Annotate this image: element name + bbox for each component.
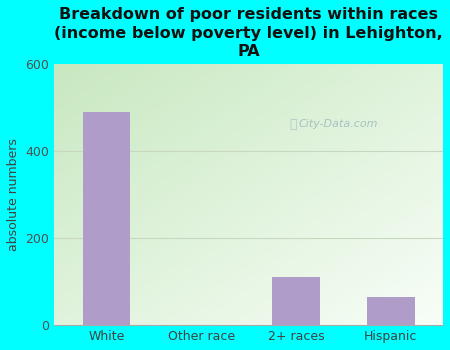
- Bar: [367, 297, 414, 325]
- Text: City-Data.com: City-Data.com: [298, 119, 378, 130]
- Bar: [83, 112, 130, 325]
- Text: ⓘ: ⓘ: [290, 118, 297, 131]
- Y-axis label: absolute numbers: absolute numbers: [7, 138, 20, 251]
- Bar: [272, 278, 320, 325]
- Title: Breakdown of poor residents within races
(income below poverty level) in Lehight: Breakdown of poor residents within races…: [54, 7, 443, 59]
